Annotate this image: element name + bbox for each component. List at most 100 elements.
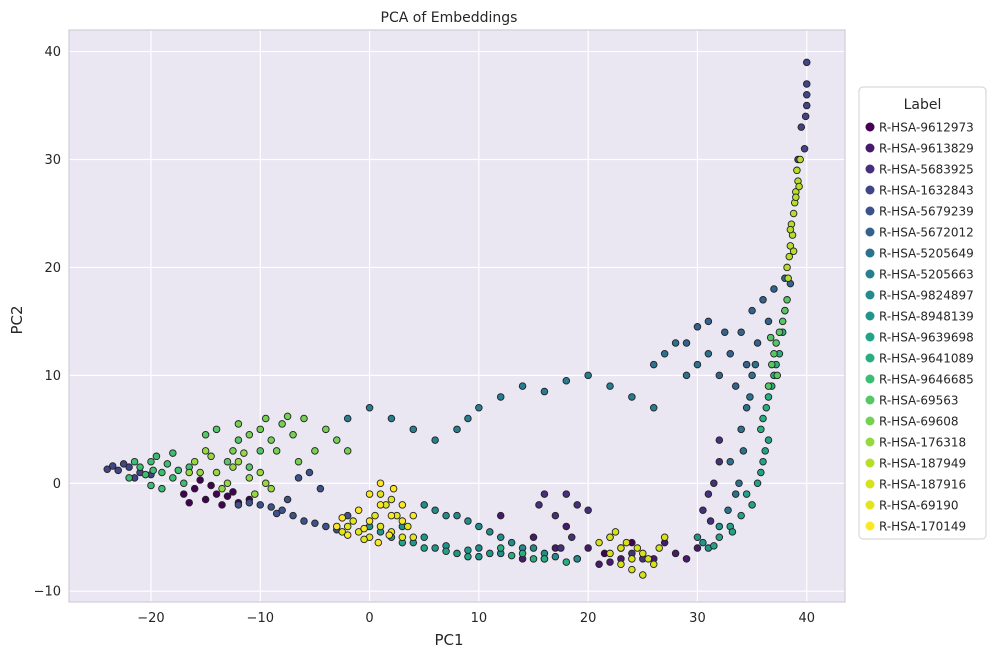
data-point bbox=[800, 144, 809, 153]
legend-marker bbox=[865, 185, 875, 195]
data-point bbox=[759, 457, 767, 466]
legend-entry-label: R-HSA-69608 bbox=[879, 415, 959, 429]
data-point bbox=[551, 552, 560, 561]
data-point bbox=[699, 506, 707, 515]
legend-marker bbox=[865, 269, 875, 279]
data-point bbox=[453, 549, 461, 558]
data-point bbox=[584, 371, 592, 380]
y-tick-label: 10 bbox=[44, 369, 61, 384]
data-point bbox=[551, 511, 560, 520]
data-point bbox=[349, 517, 357, 525]
legend-marker bbox=[865, 353, 875, 363]
legend-title: Label bbox=[904, 97, 942, 113]
data-point bbox=[404, 522, 412, 531]
data-point bbox=[518, 549, 527, 558]
legend-entry-label: R-HSA-9612973 bbox=[879, 121, 974, 135]
data-point bbox=[218, 501, 226, 509]
data-point bbox=[234, 436, 243, 444]
legend-entry-label: R-HSA-5679239 bbox=[879, 205, 974, 219]
data-point bbox=[464, 517, 472, 525]
data-point bbox=[606, 382, 614, 390]
data-point bbox=[682, 555, 691, 563]
data-point bbox=[518, 382, 527, 390]
data-point bbox=[141, 470, 150, 479]
data-point bbox=[103, 465, 112, 474]
data-point bbox=[294, 474, 303, 482]
data-point bbox=[212, 425, 221, 434]
data-point bbox=[261, 414, 270, 423]
data-point bbox=[261, 479, 270, 488]
data-point bbox=[671, 339, 680, 347]
data-point bbox=[267, 436, 275, 444]
data-point bbox=[801, 112, 810, 121]
legend-marker bbox=[865, 206, 875, 216]
data-point bbox=[606, 558, 614, 566]
legend-entry-label: R-HSA-187916 bbox=[879, 478, 966, 492]
data-point bbox=[682, 371, 691, 380]
data-point bbox=[212, 468, 221, 477]
data-point bbox=[174, 466, 183, 475]
data-point bbox=[169, 449, 177, 457]
data-point bbox=[617, 544, 625, 552]
x-tick-label: −20 bbox=[137, 611, 164, 626]
data-point bbox=[568, 533, 576, 541]
data-point bbox=[311, 519, 319, 527]
legend-entry-label: R-HSA-5205663 bbox=[879, 268, 974, 282]
data-point bbox=[496, 533, 505, 541]
data-point bbox=[365, 490, 374, 498]
data-point bbox=[398, 517, 407, 525]
data-point bbox=[633, 544, 642, 552]
data-point bbox=[338, 514, 346, 522]
data-point bbox=[256, 447, 265, 455]
plot-background bbox=[69, 30, 845, 602]
data-point bbox=[234, 420, 243, 428]
data-point bbox=[360, 535, 368, 544]
x-tick-label: 0 bbox=[365, 611, 373, 626]
data-point bbox=[710, 479, 718, 488]
data-point bbox=[753, 339, 762, 347]
data-point bbox=[778, 317, 787, 326]
legend-marker bbox=[865, 332, 875, 342]
data-point bbox=[136, 463, 144, 471]
data-point bbox=[573, 501, 581, 509]
data-point bbox=[354, 506, 363, 515]
data-point bbox=[693, 360, 702, 369]
data-point bbox=[125, 474, 133, 482]
data-point bbox=[267, 503, 275, 511]
legend-entry-label: R-HSA-1632843 bbox=[879, 184, 974, 198]
data-point bbox=[715, 457, 724, 466]
data-point bbox=[737, 425, 745, 434]
legend-marker bbox=[865, 164, 875, 174]
data-point bbox=[742, 360, 751, 369]
chart-title: PCA of Embeddings bbox=[381, 10, 518, 26]
data-point bbox=[212, 490, 221, 498]
data-point bbox=[114, 466, 122, 475]
legend-entry-label: R-HSA-5672012 bbox=[879, 226, 974, 240]
axes: −20 −10 0 10 20 30 40 −10 0 10 20 30 40 bbox=[34, 29, 846, 626]
data-point bbox=[644, 555, 653, 563]
data-point bbox=[343, 447, 352, 455]
data-point bbox=[294, 457, 303, 466]
legend-marker bbox=[865, 374, 875, 384]
data-point bbox=[229, 488, 237, 496]
legend-entry-label: R-HSA-9824897 bbox=[879, 289, 974, 303]
legend-entry-label: R-HSA-187949 bbox=[879, 457, 966, 471]
data-point bbox=[376, 501, 385, 509]
y-tick-label: 40 bbox=[44, 45, 61, 60]
data-point bbox=[786, 225, 795, 234]
data-point bbox=[201, 447, 210, 455]
data-point bbox=[759, 296, 767, 304]
data-point bbox=[639, 549, 647, 558]
x-tick-label: 10 bbox=[471, 611, 488, 626]
data-point bbox=[507, 538, 516, 547]
data-point bbox=[706, 517, 715, 525]
data-point bbox=[724, 506, 732, 515]
data-point bbox=[389, 484, 398, 493]
y-axis-label: PC2 bbox=[8, 305, 26, 334]
data-point bbox=[240, 449, 248, 457]
data-point bbox=[628, 565, 636, 574]
data-point bbox=[108, 462, 117, 470]
data-point bbox=[660, 533, 669, 541]
data-point bbox=[267, 484, 275, 493]
data-point bbox=[229, 447, 237, 455]
